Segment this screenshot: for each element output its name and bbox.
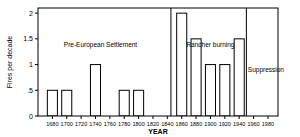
y-tick-label: .5 [27,87,33,94]
bar [205,65,215,116]
chart-container: 0 .5 1 1.5 2 16801700172017401760178018001820… [0,0,300,137]
x-tick [52,116,53,119]
bar [177,13,187,116]
bar [119,90,129,116]
x-tick [66,116,67,119]
x-tick [81,116,82,119]
x-tick-label: 1820 [147,121,159,127]
x-tick-label: 1960 [247,121,259,127]
y-tick-label: 1 [29,61,33,68]
bar [191,39,201,116]
period-divider [246,8,247,116]
x-tick-label: 1940 [233,121,245,127]
x-tick [224,116,225,119]
bar [220,65,230,116]
annotation: Pre-European Settlement [64,41,138,49]
x-tick-label: 1840 [161,121,173,127]
x-tick-label: 1700 [61,121,73,127]
y-tick [35,13,38,14]
y-tick-label: 0 [29,113,33,120]
bar [47,90,57,116]
period-divider [170,8,171,116]
x-tick-label: 1720 [75,121,87,127]
annotation: Suppression [248,66,285,74]
x-tick-label: 1860 [176,121,188,127]
y-tick-label: 1.5 [23,35,33,42]
x-tick [267,116,268,119]
bar [134,90,144,116]
x-tick-label: 1900 [204,121,216,127]
x-tick [95,116,96,119]
x-tick-label: 1760 [104,121,116,127]
x-tick [124,116,125,119]
x-axis-label: YEAR [148,128,167,135]
x-tick [210,116,211,119]
x-tick-label: 1920 [219,121,231,127]
x-tick-label: 1880 [190,121,202,127]
annotation: Rancher burning [186,41,234,49]
chart-svg: 0 .5 1 1.5 2 16801700172017401760178018001820… [0,0,300,137]
y-tick [35,38,38,39]
x-tick-label: 1800 [132,121,144,127]
y-tick [35,90,38,91]
x-tick-label: 1680 [46,121,58,127]
x-tick [253,116,254,119]
x-tick-label: 1780 [118,121,130,127]
x-tick [109,116,110,119]
x-tick-label: 1980 [262,121,274,127]
x-tick [167,116,168,119]
x-tick [152,116,153,119]
x-tick [196,116,197,119]
bars [47,8,246,116]
y-axis-label: Fires per decade [6,36,14,89]
plot-frame [38,8,278,116]
x-tick [138,116,139,119]
y-tick-label: 2 [29,10,33,17]
x-tick [181,116,182,119]
x-tick-label: 1740 [89,121,101,127]
bar [90,65,100,116]
y-tick [35,64,38,65]
bar [234,39,244,116]
bar [62,90,72,116]
x-tick [239,116,240,119]
y-tick [35,116,38,117]
